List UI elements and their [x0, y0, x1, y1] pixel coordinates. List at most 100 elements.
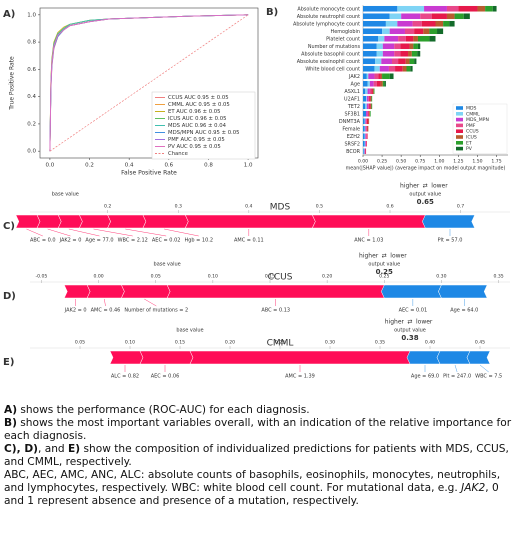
bar-segment	[373, 88, 375, 95]
force-segment	[139, 350, 194, 365]
bar-segment	[363, 140, 365, 147]
feature-label: WBC = 2.12	[118, 238, 148, 244]
x-tick-label: 0.15	[175, 340, 185, 346]
output-value: 0.25	[376, 268, 393, 276]
bar-segment	[366, 118, 367, 125]
charts: A) 0.0 0.2 0.4 0.6 0.8 1.0 0.0 0.2 0.4 0.6 0.8 1.0 Fa…	[3, 5, 510, 380]
force-segment	[57, 214, 83, 229]
caption-line: A) shows the performance (ROC-AUC) for e…	[4, 404, 516, 417]
force-segment	[184, 214, 316, 229]
bar-segment	[382, 73, 390, 80]
lower-label: lower	[390, 253, 407, 260]
y-tick-label: 1.0	[27, 12, 36, 18]
y-tick-label: 0.0	[27, 149, 36, 155]
legend-label: CMML AUC 0.95 ± 0.05	[168, 102, 230, 108]
bar-segment	[431, 13, 447, 20]
arrow-label: ⇄	[423, 183, 428, 190]
bar-segment	[363, 110, 367, 117]
x-tick-label: 0.35	[493, 274, 503, 280]
bar-segment	[366, 103, 369, 110]
force-segment	[406, 350, 441, 365]
bar-segment	[424, 5, 447, 12]
bar-segment	[369, 110, 370, 117]
legend-label: MDS	[466, 106, 477, 112]
bar-segment	[363, 80, 368, 87]
bar-segment	[443, 20, 450, 27]
x-tick-label: 0.3	[175, 204, 182, 210]
feature-label: AEC = 0.06	[151, 374, 180, 380]
legend-label: PV	[466, 146, 473, 152]
legend-label: ICUS	[466, 135, 477, 141]
caption-text: show the composition of individualized p…	[4, 443, 509, 468]
feature-label: Plt = 57.0	[438, 238, 463, 244]
bar-segment	[395, 65, 403, 72]
bar-segment	[429, 28, 438, 35]
bar-segment	[366, 118, 369, 125]
x-tick-label: 0.7	[457, 204, 464, 210]
feature-label: JAK2 = 0	[64, 308, 87, 314]
bar-segment	[366, 125, 368, 132]
category-label: U2AF1	[344, 96, 360, 102]
category-label: Platelet count	[326, 36, 360, 42]
bar-segment	[385, 20, 398, 27]
legend-swatch	[456, 129, 463, 133]
bar-segment	[379, 65, 389, 72]
panel-label: C)	[3, 221, 15, 232]
bar-segment	[413, 35, 418, 42]
force-segment	[438, 284, 488, 299]
arrow-label: ⇄	[407, 319, 412, 326]
plot-title: CCUS	[268, 273, 293, 283]
bar-segment	[376, 80, 381, 87]
force-segment	[79, 214, 111, 229]
x-tick-label: 0.4	[125, 163, 134, 169]
feature-label: AMC = 1.39	[285, 374, 315, 380]
connector	[164, 228, 199, 237]
bar-segment	[406, 65, 411, 72]
bar-segment	[369, 110, 371, 117]
bar-segment	[398, 58, 406, 65]
base-label: base value	[176, 328, 203, 334]
bar-segment	[363, 95, 367, 102]
bar-segment	[485, 5, 493, 12]
connector	[26, 228, 43, 237]
bar-segment	[449, 20, 455, 27]
feature-label: AEC = 0.02	[152, 238, 181, 244]
bar-segment	[363, 118, 365, 125]
caption-text: , 0 and 1 represent absence and presence…	[4, 482, 499, 507]
bar-segment	[368, 73, 375, 80]
bar-segment	[378, 35, 385, 42]
x-tick-label: 0.45	[475, 340, 485, 346]
bar-segment	[402, 65, 407, 72]
feature-label: ABC = 0.13	[261, 308, 290, 314]
bar-segment	[363, 35, 379, 42]
feature-label: ANC = 1.03	[354, 238, 383, 244]
bar-segment	[417, 35, 430, 42]
y-tick-label: 0.4	[27, 94, 36, 100]
force-segment	[381, 284, 442, 299]
bar-segment	[458, 5, 478, 12]
x-axis-label: False Positive Rate	[121, 170, 177, 177]
legend-swatch	[456, 146, 463, 151]
lower-label: lower	[431, 183, 448, 190]
base-label: base value	[52, 192, 79, 198]
base-label: base value	[154, 262, 181, 268]
x-tick-label: 1.00	[434, 159, 444, 165]
bar-segment	[420, 13, 432, 20]
bar-segment	[365, 140, 367, 147]
bar-segment	[365, 148, 367, 155]
x-tick-label: 0.20	[225, 340, 235, 346]
bar-segment	[382, 43, 395, 50]
bar-segment	[389, 13, 402, 20]
category-label: TET2	[347, 104, 360, 110]
force-segment	[142, 214, 189, 229]
force-segment	[121, 284, 171, 299]
bar-segment	[365, 125, 367, 132]
category-label: White blood cell count	[305, 66, 360, 72]
legend-label: ICUS AUC 0.96 ± 0.05	[168, 116, 226, 122]
bar-segment	[382, 80, 385, 87]
bar-segment	[435, 20, 444, 27]
bar-segment	[366, 133, 368, 140]
category-label: Hemoglobin	[331, 29, 360, 35]
output-label: output value	[409, 192, 441, 198]
